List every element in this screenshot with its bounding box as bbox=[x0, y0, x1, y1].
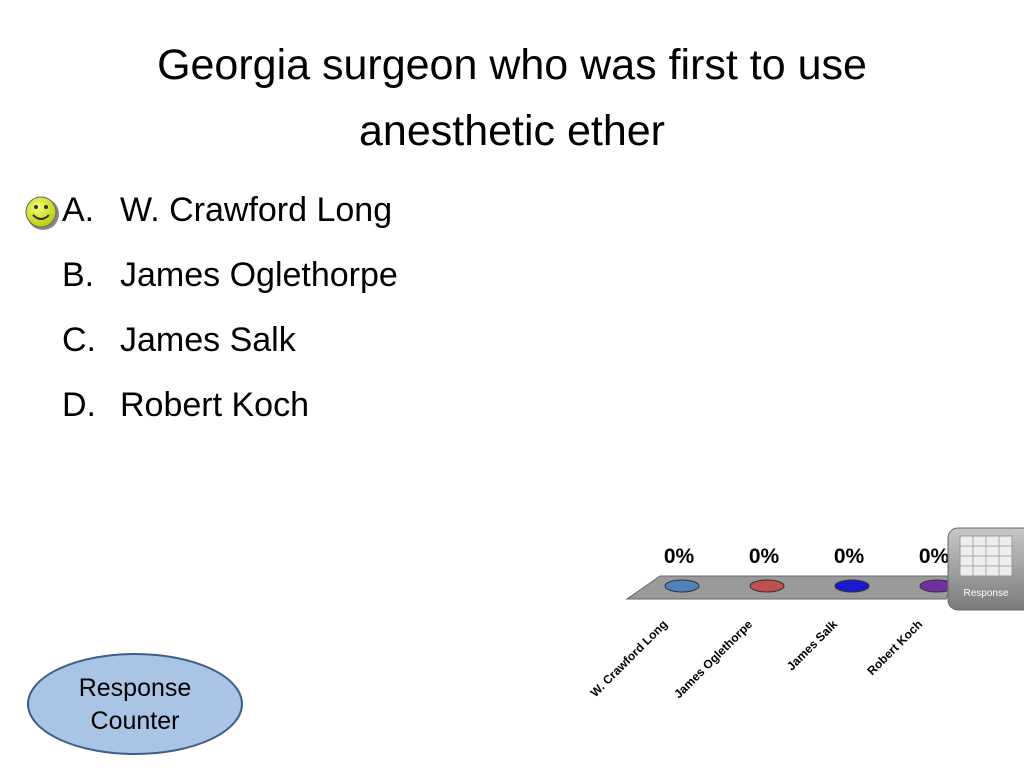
response-button[interactable]: Response bbox=[947, 527, 1024, 611]
option-text: Robert Koch bbox=[120, 386, 309, 424]
bar bbox=[664, 579, 700, 593]
value-label: 0% bbox=[834, 545, 865, 568]
option-letter: C. bbox=[62, 321, 96, 359]
option-letter: D. bbox=[62, 386, 96, 424]
option-text: James Salk bbox=[120, 321, 296, 359]
smiley-icon bbox=[25, 196, 59, 230]
option-letter: B. bbox=[62, 256, 95, 294]
option: B. James Oglethorpe bbox=[62, 256, 398, 295]
chart-floor bbox=[625, 575, 957, 600]
category-label: James Salk bbox=[784, 617, 840, 673]
option: C. James Salk bbox=[62, 321, 296, 360]
response-button-label[interactable]: Response bbox=[963, 588, 1008, 599]
bar bbox=[749, 579, 785, 593]
category-label: James Oglethorpe bbox=[671, 617, 755, 701]
bar bbox=[834, 579, 870, 593]
value-label: 0% bbox=[919, 545, 950, 568]
option: A. W. Crawford Long bbox=[62, 191, 392, 230]
category-label: Robert Koch bbox=[864, 617, 925, 678]
value-label: 0% bbox=[664, 545, 695, 568]
response-counter-label[interactable]: Response Counter bbox=[78, 674, 192, 735]
option-text: James Oglethorpe bbox=[120, 256, 398, 294]
option-text: W. Crawford Long bbox=[120, 191, 393, 229]
slide-title: Georgia surgeon who was first to use ane… bbox=[157, 41, 867, 155]
response-counter[interactable]: Response Counter bbox=[27, 653, 243, 755]
value-label: 0% bbox=[749, 545, 780, 568]
category-label: W. Crawford Long bbox=[588, 617, 670, 699]
chart: 0% W. Crawford Long 0% James Oglethorpe 0% Ja… bbox=[588, 545, 955, 701]
option: D. Robert Koch bbox=[62, 386, 309, 425]
option-letter: A. bbox=[62, 191, 95, 229]
